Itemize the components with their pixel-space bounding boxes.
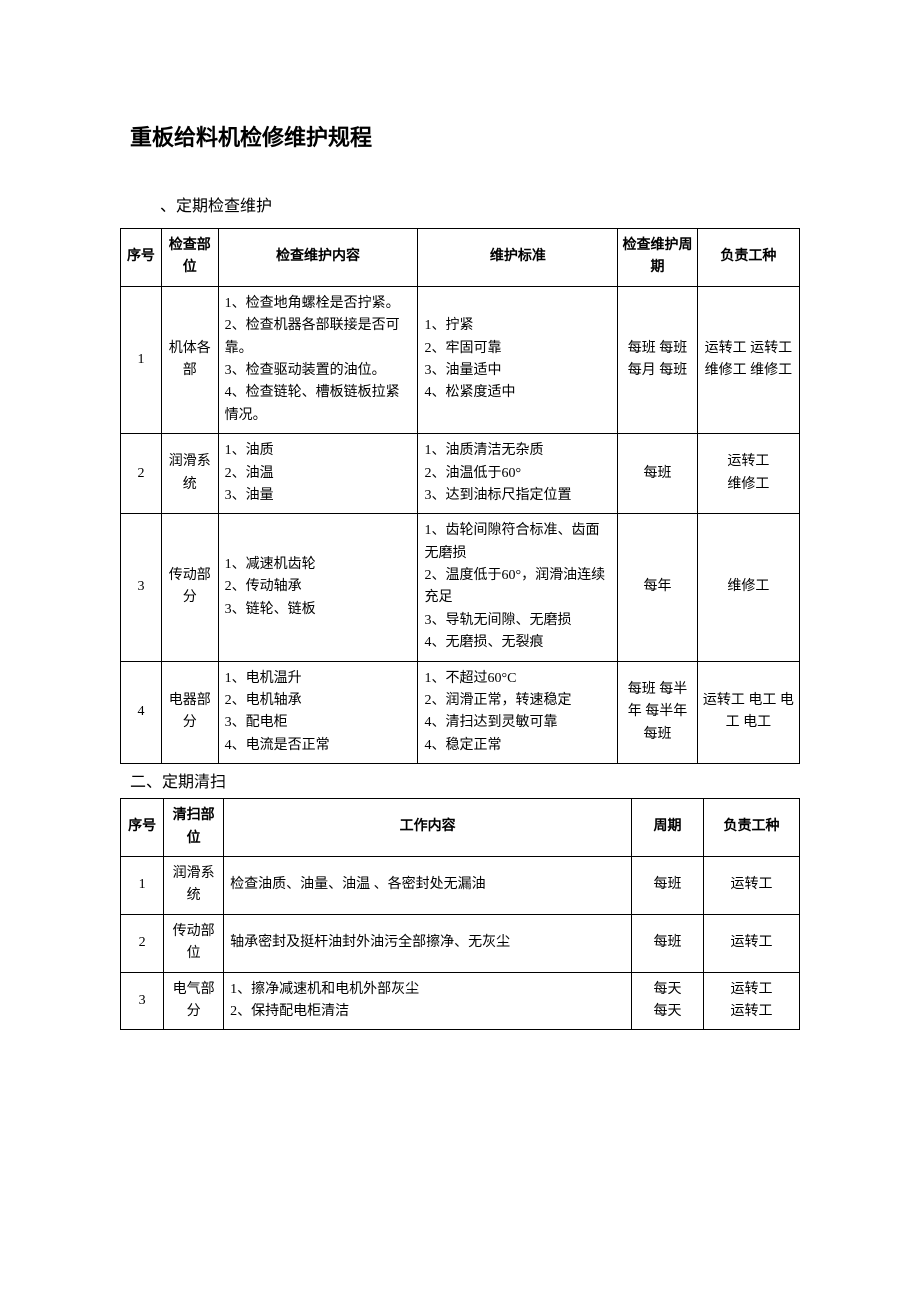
cell-part: 润滑系统: [164, 856, 224, 914]
cell-seq: 4: [121, 661, 162, 764]
section2-heading: 二、定期清扫: [130, 768, 800, 792]
inspection-table: 序号 检查部位 检查维护内容 维护标准 检查维护周期 负责工种 1 机体各部 1…: [120, 228, 800, 764]
table-row: 1 润滑系统 检查油质、油量、油温 、各密封处无漏油 每班 运转工: [121, 856, 800, 914]
cell-seq: 1: [121, 856, 164, 914]
header-seq: 序号: [121, 799, 164, 857]
cell-part: 润滑系统: [161, 434, 218, 514]
cell-period: 每班 每半年 每半年 每班: [618, 661, 697, 764]
cleaning-table: 序号 清扫部位 工作内容 周期 负责工种 1 润滑系统 检查油质、油量、油温 、…: [120, 798, 800, 1030]
cell-part: 电气部分: [164, 972, 224, 1030]
cell-content: 1、电机温升2、电机轴承3、配电柜4、电流是否正常: [218, 661, 418, 764]
header-part: 检查部位: [161, 229, 218, 287]
cell-content: 轴承密封及挺杆油封外油污全部擦净、无灰尘: [224, 914, 632, 972]
cell-content: 检查油质、油量、油温 、各密封处无漏油: [224, 856, 632, 914]
header-period: 检查维护周期: [618, 229, 697, 287]
header-resp: 负责工种: [697, 229, 799, 287]
cell-standard: 1、拧紧2、牢固可靠3、油量适中4、松紧度适中: [418, 286, 618, 433]
cell-resp: 运转工维修工: [697, 434, 799, 514]
cell-seq: 3: [121, 514, 162, 661]
cell-content: 1、减速机齿轮2、传动轴承3、链轮、链板: [218, 514, 418, 661]
table-row: 1 机体各部 1、检查地角螺栓是否拧紧。2、检查机器各部联接是否可靠。3、检查驱…: [121, 286, 800, 433]
cell-part: 传动部位: [164, 914, 224, 972]
table-row: 2 润滑系统 1、油质2、油温3、油量 1、油质清洁无杂质2、油温低于60°3、…: [121, 434, 800, 514]
cell-period: 每天每天: [632, 972, 704, 1030]
cell-standard: 1、油质清洁无杂质2、油温低于60°3、达到油标尺指定位置: [418, 434, 618, 514]
cell-period: 每班: [632, 914, 704, 972]
header-period: 周期: [632, 799, 704, 857]
cell-standard: 1、不超过60°C2、润滑正常，转速稳定4、清扫达到灵敏可靠4、稳定正常: [418, 661, 618, 764]
header-standard: 维护标准: [418, 229, 618, 287]
table-row: 2 传动部位 轴承密封及挺杆油封外油污全部擦净、无灰尘 每班 运转工: [121, 914, 800, 972]
table-header-row: 序号 检查部位 检查维护内容 维护标准 检查维护周期 负责工种: [121, 229, 800, 287]
cell-standard: 1、齿轮间隙符合标准、齿面无磨损2、温度低于60°，润滑油连续充足3、导轨无间隙…: [418, 514, 618, 661]
header-seq: 序号: [121, 229, 162, 287]
header-content: 工作内容: [224, 799, 632, 857]
cell-resp: 运转工: [703, 914, 799, 972]
table-row: 4 电器部分 1、电机温升2、电机轴承3、配电柜4、电流是否正常 1、不超过60…: [121, 661, 800, 764]
header-content: 检查维护内容: [218, 229, 418, 287]
cell-resp: 运转工 电工 电工 电工: [697, 661, 799, 764]
cell-resp: 运转工 运转工 维修工 维修工: [697, 286, 799, 433]
table-row: 3 电气部分 1、擦净减速机和电机外部灰尘2、保持配电柜清洁 每天每天 运转工运…: [121, 972, 800, 1030]
cell-seq: 2: [121, 914, 164, 972]
table-row: 3 传动部分 1、减速机齿轮2、传动轴承3、链轮、链板 1、齿轮间隙符合标准、齿…: [121, 514, 800, 661]
cell-period: 每班: [632, 856, 704, 914]
cell-content: 1、擦净减速机和电机外部灰尘2、保持配电柜清洁: [224, 972, 632, 1030]
cell-period: 每班 每班 每月 每班: [618, 286, 697, 433]
cell-part: 电器部分: [161, 661, 218, 764]
cell-part: 传动部分: [161, 514, 218, 661]
cell-resp: 运转工: [703, 856, 799, 914]
cell-seq: 2: [121, 434, 162, 514]
cell-resp: 运转工运转工: [703, 972, 799, 1030]
cell-content: 1、检查地角螺栓是否拧紧。2、检查机器各部联接是否可靠。3、检查驱动装置的油位。…: [218, 286, 418, 433]
header-resp: 负责工种: [703, 799, 799, 857]
cell-period: 每年: [618, 514, 697, 661]
cell-seq: 3: [121, 972, 164, 1030]
cell-seq: 1: [121, 286, 162, 433]
table-header-row: 序号 清扫部位 工作内容 周期 负责工种: [121, 799, 800, 857]
document-title: 重板给料机检修维护规程: [130, 120, 800, 152]
cell-resp: 维修工: [697, 514, 799, 661]
header-part: 清扫部位: [164, 799, 224, 857]
cell-period: 每班: [618, 434, 697, 514]
cell-part: 机体各部: [161, 286, 218, 433]
cell-content: 1、油质2、油温3、油量: [218, 434, 418, 514]
section1-heading: 、定期检查维护: [160, 192, 800, 216]
